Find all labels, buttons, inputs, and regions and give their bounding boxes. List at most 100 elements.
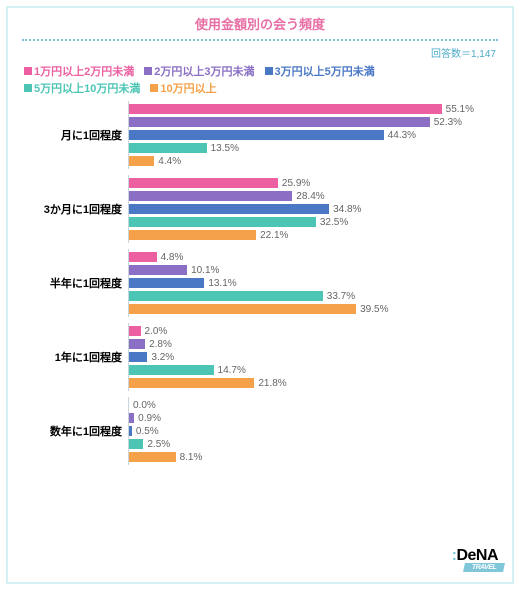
category-group: 1年に1回程度 2.0% 2.8% 3.2% 14.7% 21.8% <box>24 323 474 391</box>
bar <box>129 117 430 127</box>
value-label: 33.7% <box>327 291 355 302</box>
bar <box>129 304 356 314</box>
bar <box>129 291 323 301</box>
value-label: 28.4% <box>296 191 324 202</box>
bar-row: 0.0% <box>129 399 474 411</box>
legend-swatch <box>144 67 152 75</box>
legend-label: 3万円以上5万円未満 <box>275 66 375 78</box>
bars-container: 55.1% 52.3% 44.3% 13.5% 4.4% <box>128 101 474 169</box>
value-label: 3.2% <box>151 352 174 363</box>
bar <box>129 130 384 140</box>
bar-row: 8.1% <box>129 451 474 463</box>
category-label: 月に1回程度 <box>24 127 128 143</box>
bar <box>129 156 154 166</box>
category-group: 数年に1回程度0.0% 0.9% 0.5% 2.5% 8.1% <box>24 397 474 465</box>
value-label: 2.0% <box>145 326 168 337</box>
bar-row: 2.8% <box>129 338 474 350</box>
category-group: 月に1回程度 55.1% 52.3% 44.3% 13.5% 4.4% <box>24 101 474 169</box>
legend-swatch <box>265 67 273 75</box>
bar-row: 28.4% <box>129 190 474 202</box>
chart-frame: 使用金額別の会う頻度 回答数＝1,147 1万円以上2万円未満 2万円以上3万円未… <box>6 6 514 584</box>
bar <box>129 426 132 436</box>
category-group: 半年に1回程度 4.8% 10.1% 13.1% 33.7% 39.5% <box>24 249 474 317</box>
bar <box>129 278 204 288</box>
bar <box>129 191 292 201</box>
value-label: 0.5% <box>136 426 159 437</box>
bar <box>129 339 145 349</box>
bar-row: 55.1% <box>129 103 474 115</box>
value-label: 13.5% <box>211 143 239 154</box>
legend-label: 5万円以上10万円未満 <box>34 83 140 95</box>
legend-item: 1万円以上2万円未満 <box>24 66 134 78</box>
value-label: 39.5% <box>360 304 388 315</box>
bars-container: 25.9% 28.4% 34.8% 32.5% 22.1% <box>128 175 474 243</box>
bar <box>129 365 214 375</box>
chart-title: 使用金額別の会う頻度 <box>8 8 512 33</box>
bar <box>129 352 147 362</box>
responses-count: 回答数＝1,147 <box>8 45 512 60</box>
legend-swatch <box>150 84 158 92</box>
value-label: 32.5% <box>320 217 348 228</box>
value-label: 2.5% <box>147 439 170 450</box>
bar <box>129 204 329 214</box>
bar <box>129 378 254 388</box>
bar-row: 13.1% <box>129 277 474 289</box>
bar-row: 25.9% <box>129 177 474 189</box>
bar-row: 2.0% <box>129 325 474 337</box>
category-label: 半年に1回程度 <box>24 275 128 291</box>
bar-row: 4.4% <box>129 155 474 167</box>
legend-swatch <box>24 67 32 75</box>
bar-row: 21.8% <box>129 377 474 389</box>
bars-container: 0.0% 0.9% 0.5% 2.5% 8.1% <box>128 397 474 465</box>
value-label: 4.8% <box>161 252 184 263</box>
logo: :DeNA TRAVEL <box>452 547 498 572</box>
legend: 1万円以上2万円未満 2万円以上3万円未満 3万円以上5万円未満 5万円以上10万円未… <box>8 60 512 99</box>
bar-row: 32.5% <box>129 216 474 228</box>
bar-row: 10.1% <box>129 264 474 276</box>
legend-item: 3万円以上5万円未満 <box>265 66 375 78</box>
value-label: 34.8% <box>333 204 361 215</box>
bar-row: 44.3% <box>129 129 474 141</box>
value-label: 52.3% <box>434 117 462 128</box>
bar-row: 52.3% <box>129 116 474 128</box>
category-label: 1年に1回程度 <box>24 349 128 365</box>
bar <box>129 104 442 114</box>
bar <box>129 413 134 423</box>
value-label: 25.9% <box>282 178 310 189</box>
value-label: 21.8% <box>258 378 286 389</box>
bars-container: 4.8% 10.1% 13.1% 33.7% 39.5% <box>128 249 474 317</box>
bar-row: 3.2% <box>129 351 474 363</box>
value-label: 10.1% <box>191 265 219 276</box>
bar-row: 34.8% <box>129 203 474 215</box>
bar-row: 22.1% <box>129 229 474 241</box>
bar-row: 0.9% <box>129 412 474 424</box>
bar-row: 4.8% <box>129 251 474 263</box>
bar <box>129 252 157 262</box>
legend-item: 5万円以上10万円未満 <box>24 83 140 95</box>
bar <box>129 178 278 188</box>
category-label: 3か月に1回程度 <box>24 201 128 217</box>
legend-label: 1万円以上2万円未満 <box>34 66 134 78</box>
bar-row: 2.5% <box>129 438 474 450</box>
value-label: 13.1% <box>208 278 236 289</box>
value-label: 44.3% <box>388 130 416 141</box>
bar <box>129 326 141 336</box>
legend-item: 2万円以上3万円未満 <box>144 66 254 78</box>
value-label: 4.4% <box>158 156 181 167</box>
bar-row: 13.5% <box>129 142 474 154</box>
bar <box>129 230 256 240</box>
legend-label: 10万円以上 <box>160 83 216 95</box>
bar-row: 0.5% <box>129 425 474 437</box>
value-label: 0.9% <box>138 413 161 424</box>
legend-item: 10万円以上 <box>150 83 216 95</box>
bar-row: 14.7% <box>129 364 474 376</box>
value-label: 55.1% <box>446 104 474 115</box>
value-label: 2.8% <box>149 339 172 350</box>
value-label: 22.1% <box>260 230 288 241</box>
bar <box>129 265 187 275</box>
value-label: 8.1% <box>180 452 203 463</box>
bars-container: 2.0% 2.8% 3.2% 14.7% 21.8% <box>128 323 474 391</box>
value-label: 14.7% <box>218 365 246 376</box>
bar <box>129 143 207 153</box>
category-label: 数年に1回程度 <box>24 423 128 439</box>
